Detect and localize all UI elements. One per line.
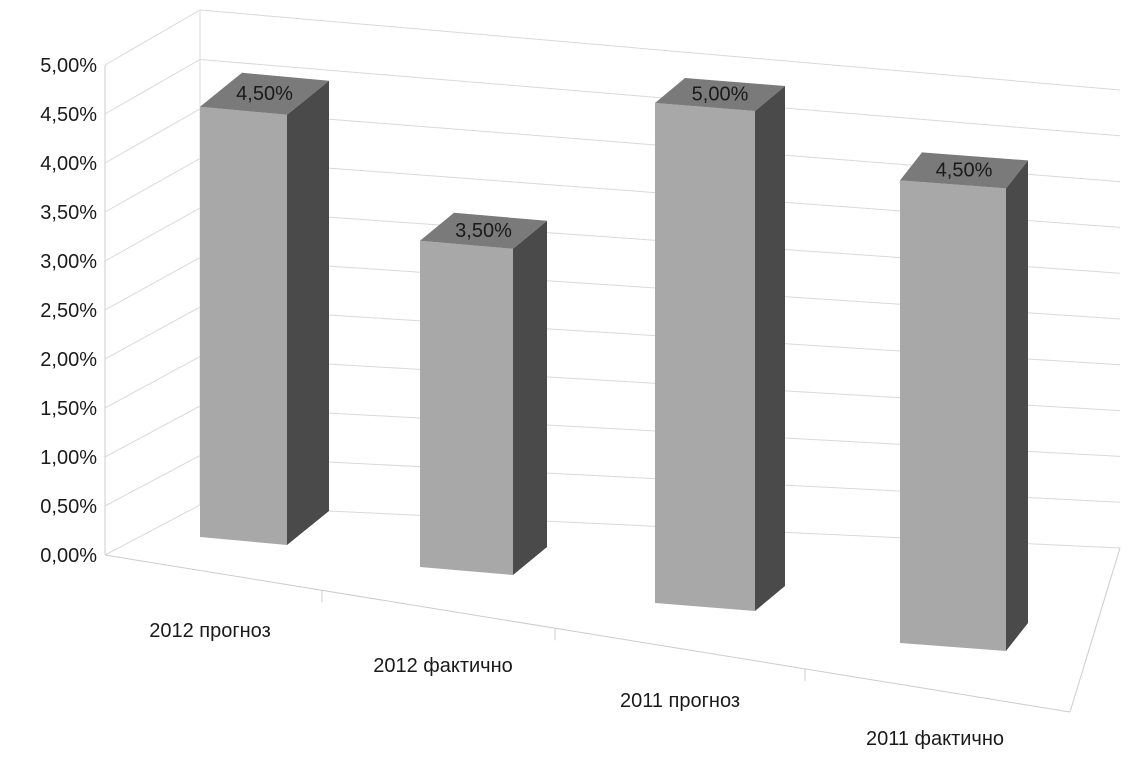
- category-label: 2012 фактично: [373, 655, 513, 677]
- y-tick-label: 0,00%: [40, 545, 97, 567]
- category-label: 2011 прогноз: [620, 690, 740, 712]
- bar-side: [1006, 160, 1028, 651]
- y-tick-label: 0,50%: [40, 496, 97, 518]
- bar-top: [900, 152, 1028, 189]
- y-tick-label: 2,00%: [40, 349, 97, 371]
- bar-front: [900, 180, 1006, 651]
- data-label: 3,50%: [455, 220, 512, 242]
- floor-right-edge: [1069, 547, 1121, 713]
- bar: 5,00%: [655, 78, 785, 611]
- bars: 4,50% 3,50% 5,00% 4,50%: [200, 72, 1028, 651]
- bar: 4,50%: [200, 72, 329, 546]
- data-label: 5,00%: [692, 84, 749, 106]
- y-tick-label: 5,00%: [40, 55, 97, 77]
- y-tick-label: 4,50%: [40, 104, 97, 126]
- category-label: 2011 фактично: [866, 728, 1004, 750]
- y-tick-label: 2,50%: [40, 300, 97, 322]
- bar-side: [513, 220, 547, 576]
- bar-front: [200, 106, 287, 546]
- x-axis-categories: 2012 прогноз 2012 фактично 2011 прогноз 201…: [149, 620, 1004, 750]
- bar: 4,50%: [900, 152, 1028, 651]
- y-tick-label: 3,00%: [40, 251, 97, 273]
- bar-top: [655, 78, 785, 111]
- bar-side: [755, 86, 785, 611]
- bar-top: [420, 212, 547, 249]
- y-tick-label: 1,00%: [40, 447, 97, 469]
- x-axis-line: [104, 554, 1071, 713]
- bar-top: [200, 72, 329, 115]
- y-axis-ticks: 0,00% 0,50% 1,00% 1,50% 2,00% 2,50% 3,00% 3,50%…: [40, 55, 97, 567]
- y-tick-label: 1,50%: [40, 398, 97, 420]
- category-label: 2012 прогноз: [149, 620, 271, 642]
- bar: 3,50%: [420, 212, 547, 576]
- bar-front: [420, 240, 513, 576]
- bar-front: [655, 103, 755, 611]
- data-label: 4,50%: [236, 83, 293, 105]
- data-label: 4,50%: [936, 159, 993, 181]
- y-tick-label: 4,00%: [40, 153, 97, 175]
- y-tick-label: 3,50%: [40, 202, 97, 224]
- bar-side: [287, 80, 329, 546]
